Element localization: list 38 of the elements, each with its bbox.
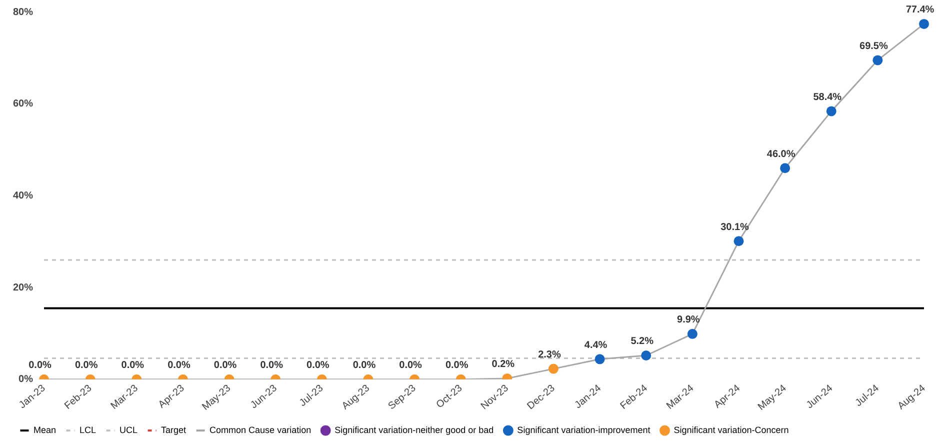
legend-label: Significant variation-Concern (674, 424, 789, 435)
data-label: 0.0% (168, 360, 190, 372)
point (826, 106, 836, 116)
data-label: 0.0% (352, 360, 376, 372)
data-label: 5.2% (630, 336, 654, 348)
legend-label: LCL (80, 424, 96, 435)
data-label: 0.0% (214, 360, 237, 372)
y-tick-label: 80% (13, 6, 34, 18)
point (872, 55, 883, 66)
data-label: 4.4% (584, 340, 608, 351)
point (734, 236, 744, 246)
y-tick-label: 20% (13, 282, 34, 294)
data-label: 0.0% (306, 360, 330, 372)
data-label: 2.3% (538, 350, 561, 361)
legend-label: Mean (34, 424, 56, 435)
legend-label: Significant variation-neither good or bad (334, 424, 494, 435)
y-tick-label: 0% (18, 374, 34, 386)
data-label: 46.0% (766, 148, 796, 160)
data-label: 0.0% (28, 360, 52, 372)
data-label: 0.2% (492, 359, 515, 370)
data-label: 9.9% (677, 314, 700, 326)
legend-label: UCL (120, 424, 138, 435)
point (780, 163, 790, 174)
data-label: 77.4% (906, 4, 934, 16)
data-label: 30.1% (720, 222, 750, 233)
y-tick-label: 40% (13, 190, 34, 202)
legend-label: Target (161, 424, 187, 435)
legend-label: Significant variation-improvement (517, 424, 651, 435)
y-tick-label: 60% (13, 98, 34, 110)
data-label: 0.0% (74, 360, 98, 372)
data-label: 0.0% (399, 360, 422, 372)
data-label: 0.0% (445, 360, 468, 372)
point (919, 18, 929, 29)
data-label: 0.0% (121, 360, 144, 372)
data-label: 69.5% (860, 40, 888, 52)
data-label: 58.4% (813, 92, 842, 103)
data-label: 0.0% (260, 360, 284, 372)
legend-label: Common Cause variation (210, 424, 312, 435)
